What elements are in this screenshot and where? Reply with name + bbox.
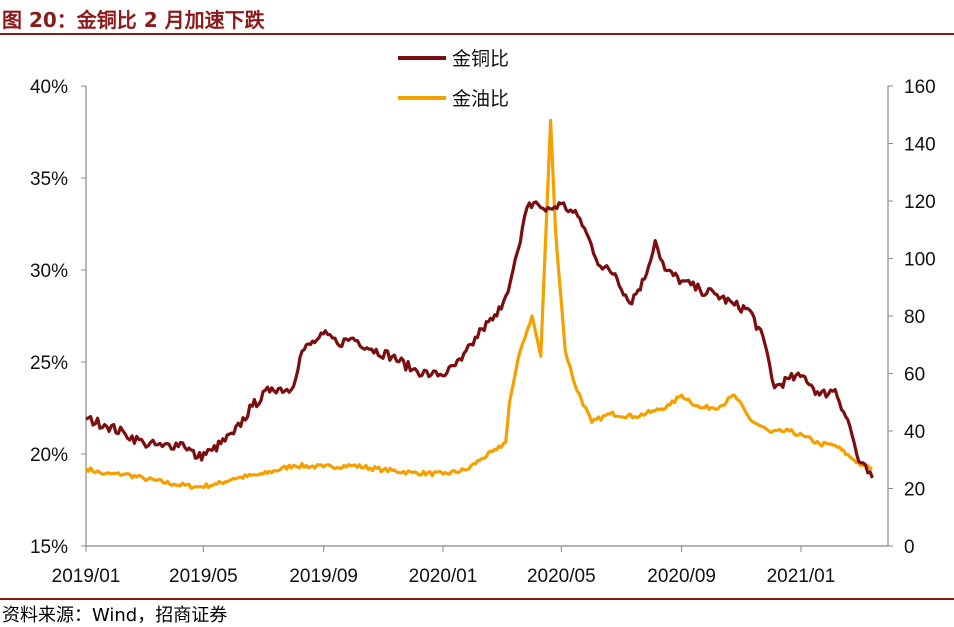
x-tick-label: 2021/01 <box>767 566 836 587</box>
series-line-gold-oil <box>84 118 873 490</box>
left-tick-label: 15% <box>30 537 68 558</box>
top-rule <box>0 33 954 35</box>
legend-label: 金油比 <box>452 88 509 110</box>
right-tick-label: 100 <box>904 250 936 271</box>
legend-label: 金铜比 <box>452 48 509 70</box>
left-tick-label: 30% <box>30 261 68 282</box>
x-tick-label: 2020/01 <box>409 566 478 587</box>
left-tick-label: 35% <box>30 169 68 190</box>
x-tick-label: 2019/09 <box>289 566 358 587</box>
x-tick-label: 2019/01 <box>52 566 121 587</box>
right-tick-label: 80 <box>904 307 925 328</box>
left-tick-label: 40% <box>30 77 68 98</box>
bottom-rule <box>0 598 954 600</box>
x-tick-label: 2020/05 <box>527 566 596 587</box>
right-tick-label: 60 <box>904 365 925 386</box>
x-tick-label: 2020/09 <box>647 566 716 587</box>
right-tick-label: 20 <box>904 480 925 501</box>
source-note: 资料来源：Wind，招商证券 <box>2 605 228 626</box>
left-tick-label: 20% <box>30 445 68 466</box>
x-tick-label: 2019/05 <box>169 566 238 587</box>
series-line-gold-copper <box>85 200 874 479</box>
right-tick-label: 120 <box>904 192 936 213</box>
right-tick-label: 140 <box>904 135 936 156</box>
right-tick-label: 0 <box>904 537 915 558</box>
chart-title: 图 20：金铜比 2 月加速下跌 <box>2 8 265 32</box>
right-tick-label: 160 <box>904 77 936 98</box>
right-tick-label: 40 <box>904 422 925 443</box>
left-tick-label: 25% <box>30 353 68 374</box>
